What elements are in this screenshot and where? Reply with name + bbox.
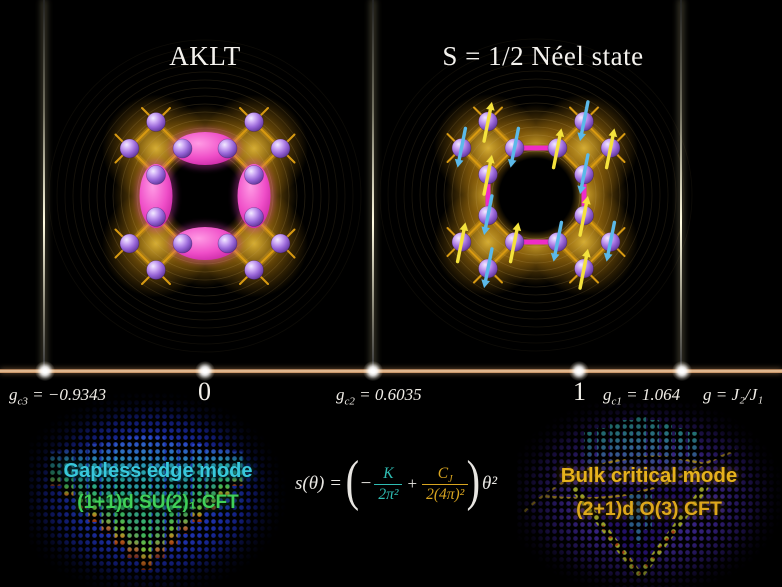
spin-down-arrow <box>550 220 564 262</box>
marker-line-gc1 <box>680 0 682 371</box>
spin-up-arrow <box>578 248 591 290</box>
plus-sign: + <box>407 474 418 493</box>
spin-down-arrow <box>481 194 494 236</box>
bulk-mode-caption: Bulk critical mode <box>560 464 738 487</box>
spin-up-arrow <box>578 195 591 237</box>
spin-up-arrow <box>551 128 565 170</box>
aklt-title: AKLT <box>169 41 241 71</box>
axis-label-gdef: g = J₂/J₁ <box>703 385 764 404</box>
axis-label-gc1: gc1 = 1.064 <box>603 385 681 408</box>
spin-down-arrow <box>507 126 521 168</box>
axis-label-gc3: gc3 = −0.9343 <box>9 385 107 408</box>
spin-up-arrow <box>482 154 495 196</box>
spin-up-arrow <box>508 222 522 264</box>
spin-down-arrow <box>577 153 590 195</box>
close-paren: ) <box>466 449 481 512</box>
spin-down-arrow <box>454 126 468 168</box>
edge-mode-spectrum: Gapless edge mode (1+1)d SU(2)₁ CFT <box>28 392 288 587</box>
axis-point-gc2 <box>363 361 383 381</box>
axis-label-one: 1 <box>573 377 586 406</box>
spin-up-arrow <box>455 222 469 264</box>
theta-squared: θ² <box>481 473 498 494</box>
concentric-rings <box>379 38 693 352</box>
spin-spheres <box>119 112 291 280</box>
aklt-lattice <box>48 39 362 353</box>
spin-down-arrow <box>481 247 494 289</box>
axis-point-gc1 <box>672 361 692 381</box>
bulk-mode-cft-caption: (2+1)d O(3) CFT <box>576 498 722 520</box>
bulk-mode-spectrum: Bulk critical mode (2+1)d O(3) CFT <box>516 402 782 587</box>
action-equation: s(θ) = ( − K 2π² + CJ 2(4π)² ) θ² <box>268 447 524 521</box>
equation-lhs: s(θ) = <box>294 473 342 494</box>
axis-label-gc2: gc2 = 0.6035 <box>336 385 422 408</box>
marker-line-gc2 <box>372 0 374 371</box>
spin-down-arrow <box>577 100 590 142</box>
edge-mode-cft-caption: (1+1)d SU(2)₁ CFT <box>77 492 239 513</box>
axis-label-zero: 0 <box>198 377 211 406</box>
dark-core <box>153 144 257 248</box>
marker-line-gc3 <box>43 0 45 371</box>
spin-arrows <box>454 100 618 290</box>
axis-point-zero <box>195 361 215 381</box>
spin-up-arrow <box>482 101 495 143</box>
axis-point-one <box>569 361 589 381</box>
neel-lattice <box>379 38 693 352</box>
k-fraction: K 2π² <box>374 464 403 504</box>
neel-title: S = 1/2 Néel state <box>442 41 644 71</box>
lattice-illustrations <box>48 38 693 353</box>
cj-fraction: CJ 2(4π)² <box>422 464 469 504</box>
minus-sign: − <box>360 473 372 494</box>
spin-down-arrow <box>603 220 617 262</box>
singlet-ellipses <box>135 128 275 264</box>
phase-axis <box>0 369 782 373</box>
edge-mode-spectrum-image <box>28 392 288 587</box>
open-paren: ( <box>345 449 359 512</box>
bulk-mode-spectrum-image <box>516 402 782 587</box>
edge-mode-caption: Gapless edge mode <box>63 460 253 482</box>
dark-core <box>484 143 588 247</box>
axis-point-gc3 <box>35 361 55 381</box>
spin-up-arrow <box>604 128 618 170</box>
